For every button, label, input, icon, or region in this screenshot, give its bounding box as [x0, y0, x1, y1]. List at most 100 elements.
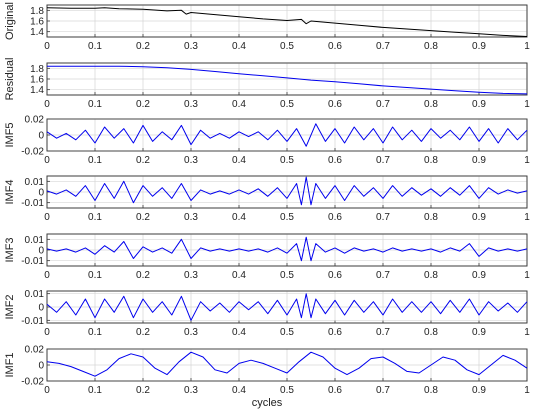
x-tick-label: 0.1: [88, 270, 102, 281]
plot-border: [46, 233, 528, 267]
y-tick-label: 0.02: [25, 345, 45, 356]
x-axis-label: cycles: [252, 397, 283, 409]
x-tick-label: 0.9: [472, 212, 486, 223]
y-tick-label: -0.01: [21, 198, 44, 209]
x-tick-label: 0: [44, 385, 50, 396]
x-tick-label: 0.6: [328, 41, 342, 52]
panel-original: 0 0.1 0.2 0.3 0.4 0.5 0.6 0.7 0.8 0.9 1 1.41.61.8 Or…: [4, 2, 530, 52]
x-tick-label: 0: [44, 41, 50, 52]
series-line: [47, 65, 528, 95]
x-tick-label: 0: [44, 327, 50, 338]
panel-imf1: 0 0.1 0.2 0.3 0.4 0.5 0.6 0.7 0.8 0.9 1-0.0200.02I…: [4, 345, 530, 410]
panel-imf3: 0 0.1 0.2 0.3 0.4 0.5 0.6 0.7 0.8 0.9 1-0.0100.01I…: [4, 233, 530, 281]
x-tick-label: 0.1: [88, 212, 102, 223]
x-tick-label: 0.6: [328, 327, 342, 338]
y-axis-label: IMF1: [4, 352, 16, 377]
x-tick-label: 0.4: [232, 327, 246, 338]
plot-border: [46, 290, 528, 324]
x-tick-label: 0.3: [184, 212, 198, 223]
y-axis-label: IMF3: [4, 237, 16, 262]
series-line: [46, 293, 528, 321]
plot-border: [46, 4, 528, 38]
x-tick-label: 0.2: [136, 41, 150, 52]
x-tick-label: 0.1: [88, 41, 102, 52]
x-tick-label: 0.3: [184, 41, 198, 52]
y-axis-label: IMF4: [4, 179, 16, 204]
y-tick-label: 1.8: [30, 64, 44, 75]
y-axis-label: IMF5: [4, 122, 16, 147]
y-tick-label: 1.6: [30, 17, 44, 28]
y-tick-label: 0.01: [25, 235, 45, 246]
panel-imf5: 0 0.1 0.2 0.3 0.4 0.5 0.6 0.7 0.8 0.9 1-0.0200.02I…: [4, 115, 530, 167]
y-tick-label: 1.4: [30, 27, 44, 38]
x-tick-label: 0: [44, 212, 50, 223]
x-tick-label: 0.5: [280, 212, 294, 223]
x-tick-label: 0.4: [232, 99, 246, 110]
y-tick-label: 0.01: [25, 289, 45, 300]
y-axis-label: IMF2: [4, 294, 16, 319]
x-tick-label: 0.7: [376, 385, 390, 396]
y-tick-label: 0.01: [25, 177, 45, 188]
series-line: [46, 7, 528, 37]
x-tick-label: 0.4: [232, 155, 246, 166]
x-tick-label: 0.1: [88, 99, 102, 110]
x-tick-label: 1: [524, 99, 530, 110]
x-tick-label: 0.8: [424, 327, 438, 338]
x-tick-label: 0.6: [328, 155, 342, 166]
y-tick-label: 0: [38, 188, 44, 199]
x-tick-label: 0.4: [232, 41, 246, 52]
x-tick-label: 0.9: [472, 99, 486, 110]
x-tick-label: 0.2: [136, 327, 150, 338]
x-tick-label: 0.8: [424, 155, 438, 166]
x-tick-label: 0.3: [184, 270, 198, 281]
x-tick-label: 0.7: [376, 327, 390, 338]
x-tick-label: 0.5: [280, 155, 294, 166]
y-tick-label: 1.4: [30, 85, 44, 96]
x-tick-label: 0.9: [472, 270, 486, 281]
y-tick-label: -0.02: [21, 377, 44, 388]
y-tick-label: 0: [38, 246, 44, 257]
x-tick-label: 1: [524, 41, 530, 52]
x-tick-label: 0.2: [136, 99, 150, 110]
x-tick-label: 0.2: [136, 155, 150, 166]
y-tick-label: 0: [38, 131, 44, 142]
x-tick-label: 0.3: [184, 385, 198, 396]
x-tick-label: 0.2: [136, 212, 150, 223]
y-tick-label: 0: [38, 361, 44, 372]
x-tick-label: 0.6: [328, 212, 342, 223]
series-line: [46, 123, 528, 147]
x-tick-label: 0.7: [376, 99, 390, 110]
x-tick-label: 0.8: [424, 41, 438, 52]
x-tick-label: 0.6: [328, 270, 342, 281]
x-tick-label: 0.8: [424, 212, 438, 223]
panel-imf4: 0 0.1 0.2 0.3 0.4 0.5 0.6 0.7 0.8 0.9 1-0.0100.01I…: [4, 175, 530, 223]
x-tick-label: 1: [524, 327, 530, 338]
y-tick-label: -0.01: [21, 316, 44, 327]
x-tick-label: 0.2: [136, 270, 150, 281]
x-tick-label: 1: [524, 155, 530, 166]
x-tick-label: 0.9: [472, 155, 486, 166]
y-tick-label: -0.01: [21, 256, 44, 267]
x-tick-label: 1: [524, 212, 530, 223]
x-tick-label: 0.9: [472, 385, 486, 396]
x-tick-label: 0.9: [472, 327, 486, 338]
plot-border: [46, 175, 528, 209]
y-axis-label: Residual: [4, 58, 16, 101]
x-tick-label: 0.7: [376, 212, 390, 223]
y-tick-label: 0: [38, 303, 44, 314]
x-tick-label: 0.5: [280, 270, 294, 281]
x-tick-label: 0: [44, 155, 50, 166]
x-tick-label: 0.1: [88, 327, 102, 338]
x-tick-label: 0.4: [232, 385, 246, 396]
series-line: [46, 236, 528, 262]
x-tick-label: 0.5: [280, 385, 294, 396]
x-tick-label: 0.5: [280, 41, 294, 52]
x-tick-label: 0.8: [424, 270, 438, 281]
y-tick-label: 1.6: [30, 75, 44, 86]
x-tick-label: 0.4: [232, 270, 246, 281]
plot-border: [46, 118, 528, 152]
x-tick-label: 0.3: [184, 327, 198, 338]
series-line: [46, 351, 528, 377]
y-tick-label: -0.02: [21, 147, 44, 158]
